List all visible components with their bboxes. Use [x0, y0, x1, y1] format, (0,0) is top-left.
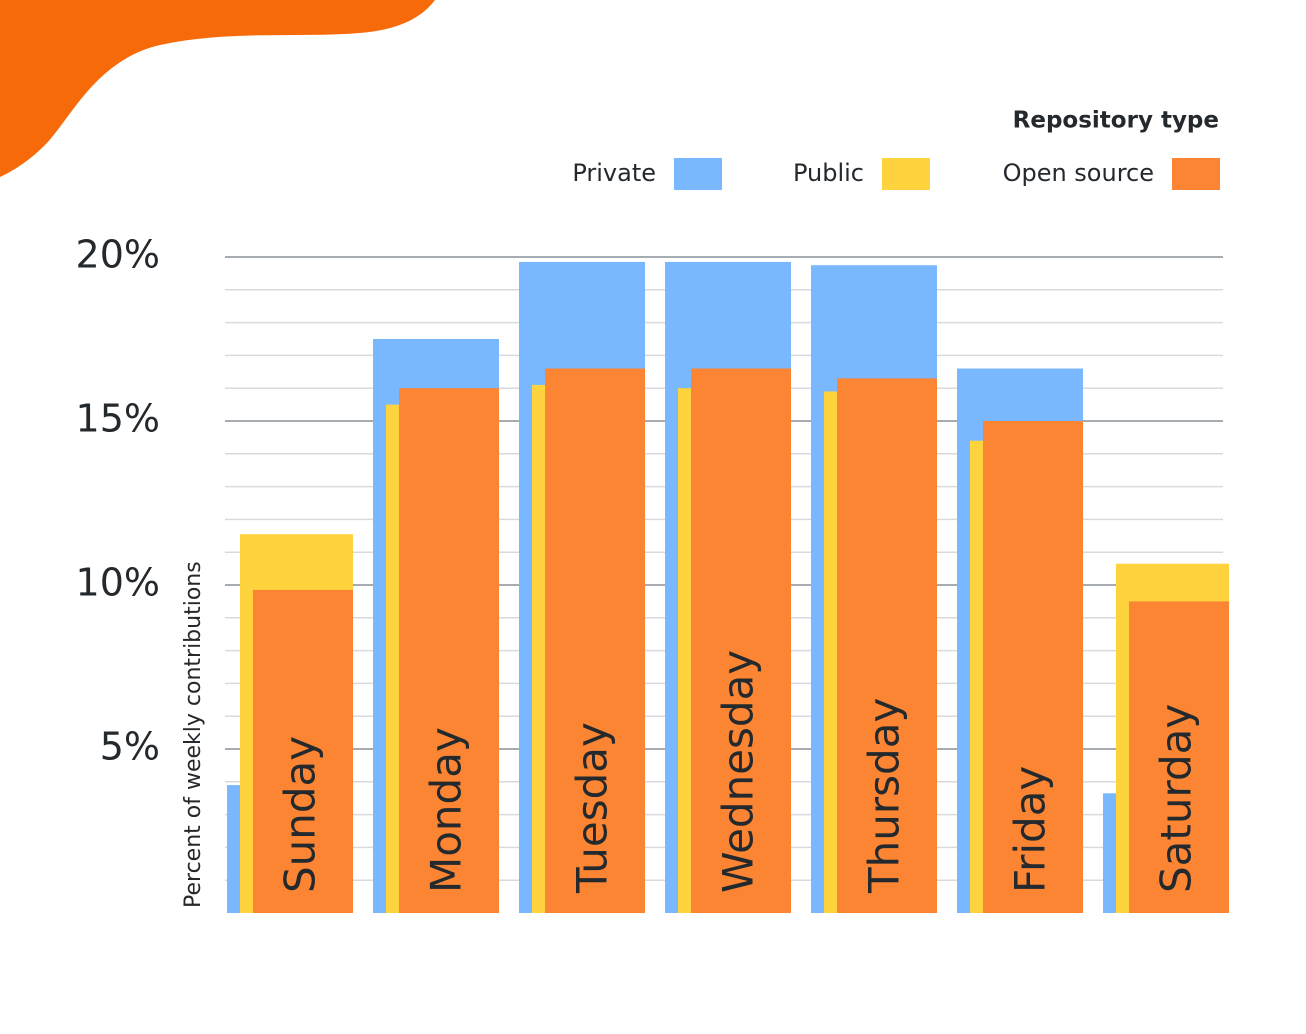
bar: [253, 589, 353, 913]
x-tick-label: Monday: [422, 727, 471, 893]
legend-label: Private: [572, 159, 656, 187]
bar: [399, 388, 499, 913]
legend-label: Open source: [1003, 159, 1154, 187]
x-tick-label: Tuesday: [568, 722, 617, 894]
x-tick-label: Saturday: [1152, 704, 1201, 893]
bar: [691, 368, 791, 913]
legend-label: Public: [793, 159, 864, 187]
x-tick-label: Sunday: [276, 736, 325, 893]
legend-title: Repository type: [1013, 108, 1219, 134]
legend-swatch: [674, 158, 722, 190]
bar: [1129, 601, 1229, 913]
bar: [837, 378, 937, 913]
x-tick-label: Friday: [1006, 766, 1055, 893]
y-tick-label: 10%: [76, 561, 160, 605]
legend-swatch: [1172, 158, 1220, 190]
x-tick-label: Thursday: [860, 698, 909, 894]
y-tick-label: 5%: [100, 725, 160, 769]
bar: [983, 421, 1083, 913]
y-tick-label: 15%: [76, 397, 160, 441]
legend-swatch: [882, 158, 930, 190]
y-tick-label: 20%: [76, 233, 160, 277]
decoration-blob: [0, 0, 435, 177]
bar: [545, 368, 645, 913]
x-tick-label: Wednesday: [714, 650, 763, 893]
y-axis-label: Percent of weekly contributions: [181, 561, 206, 908]
